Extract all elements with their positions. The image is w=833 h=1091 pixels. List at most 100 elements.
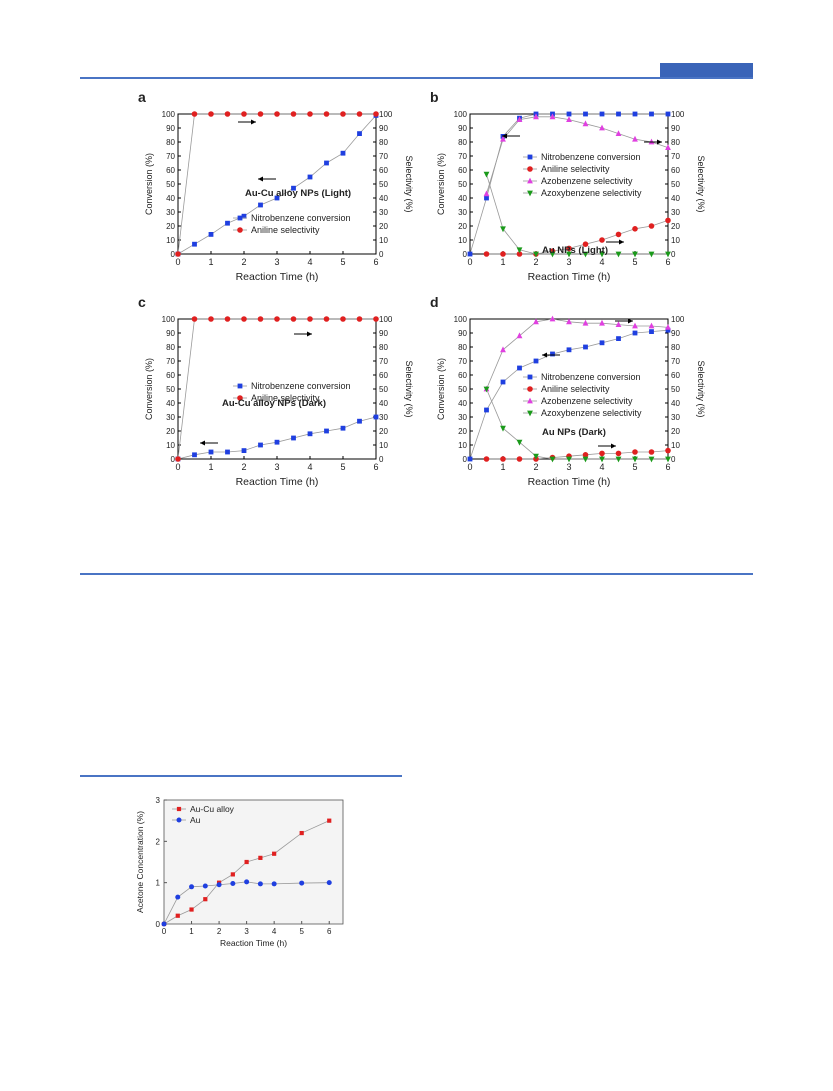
- data-point: [566, 251, 572, 258]
- data-point: [500, 135, 506, 142]
- data-point: [566, 347, 572, 353]
- data-point: [599, 124, 605, 131]
- y-tick-label: 0: [171, 250, 176, 259]
- y-tick-label: 40: [458, 399, 467, 408]
- y-tick-label-right: 10: [379, 441, 388, 450]
- data-point: [533, 251, 539, 258]
- y-tick-label: 30: [458, 413, 467, 422]
- x-tick-label: 1: [208, 257, 213, 267]
- data-point: [549, 251, 556, 258]
- y-tick-label: 40: [166, 399, 175, 408]
- y-tick-label-right: 80: [671, 343, 680, 352]
- y-tick-label-right: 70: [379, 357, 388, 366]
- data-point: [230, 872, 235, 877]
- data-point: [550, 351, 555, 357]
- legend-label: Azoxybenzene selectivity: [541, 188, 642, 198]
- data-point: [615, 251, 622, 258]
- x-tick-label: 2: [533, 462, 538, 472]
- y-tick-label: 40: [166, 194, 175, 203]
- y-tick-label-right: 70: [379, 152, 388, 161]
- data-point: [208, 449, 214, 455]
- data-point: [583, 111, 588, 117]
- x-tick-label: 2: [241, 462, 246, 472]
- data-point: [632, 449, 638, 455]
- y-tick-label-right: 10: [671, 236, 680, 245]
- data-point: [258, 202, 263, 208]
- data-point: [632, 111, 638, 117]
- data-point: [324, 428, 329, 434]
- data-point: [290, 316, 297, 322]
- y-tick-label: 80: [458, 343, 467, 352]
- data-point: [527, 386, 533, 392]
- data-point: [356, 111, 363, 117]
- y-tick-label: 20: [166, 427, 175, 436]
- data-point: [648, 251, 655, 258]
- data-point: [161, 921, 167, 927]
- x-tick-label: 3: [274, 462, 279, 472]
- data-point: [189, 884, 195, 890]
- data-point: [208, 111, 214, 117]
- data-point: [582, 456, 589, 463]
- data-point: [615, 231, 622, 238]
- data-point: [307, 174, 313, 180]
- data-point: [323, 316, 330, 322]
- direction-arrow-head: [542, 352, 547, 358]
- y-tick-label-right: 10: [671, 441, 680, 450]
- x-axis-label: Reaction Time (h): [528, 476, 611, 488]
- data-point: [648, 456, 655, 463]
- data-point: [549, 456, 556, 463]
- data-point: [257, 111, 264, 117]
- data-point: [500, 226, 506, 233]
- data-point: [632, 251, 638, 258]
- data-point: [175, 913, 180, 918]
- y-tick-label-right: 0: [379, 250, 384, 259]
- data-point: [175, 251, 181, 257]
- data-point: [615, 130, 622, 136]
- y-tick-label: 10: [458, 441, 467, 450]
- y-tick-label-right: 40: [379, 399, 388, 408]
- data-point: [357, 131, 362, 136]
- y-tick-label: 10: [166, 441, 175, 450]
- y-tick-label: 20: [458, 427, 467, 436]
- legend-label: Au-Cu alloy: [190, 804, 235, 814]
- data-point: [516, 332, 523, 339]
- y-axis-label: Conversion (%): [436, 153, 446, 215]
- y-tick-label-right: 90: [671, 329, 680, 338]
- data-point: [615, 450, 622, 457]
- data-point: [648, 449, 655, 455]
- y-tick-label: 70: [458, 152, 467, 161]
- data-point: [632, 330, 638, 336]
- data-point: [616, 111, 621, 117]
- data-point: [467, 456, 473, 462]
- y-tick-label: 50: [458, 385, 467, 394]
- data-point: [632, 226, 638, 232]
- data-point: [244, 879, 250, 885]
- data-point: [527, 154, 533, 160]
- data-point: [483, 386, 490, 393]
- data-point: [271, 881, 277, 887]
- y-tick-label-right: 100: [671, 110, 685, 119]
- data-point: [467, 251, 473, 257]
- y-axis-label: Conversion (%): [144, 153, 154, 215]
- y-axis-label-right: Selectivity (%): [696, 155, 706, 212]
- y-tick-label: 30: [166, 208, 175, 217]
- legend-label: Aniline selectivity: [251, 393, 320, 403]
- data-point: [527, 374, 533, 380]
- data-point: [307, 431, 313, 437]
- y-tick-label: 1: [156, 879, 161, 888]
- y-tick-label-right: 60: [671, 166, 680, 175]
- data-point: [241, 213, 247, 219]
- data-point: [272, 851, 277, 856]
- x-tick-label: 1: [208, 462, 213, 472]
- series-line: [486, 116, 669, 194]
- legend-label: Nitrobenzene conversion: [541, 152, 641, 162]
- y-tick-label: 100: [454, 110, 468, 119]
- data-point: [216, 882, 222, 888]
- data-point: [533, 453, 539, 460]
- y-tick-label-right: 10: [379, 236, 388, 245]
- data-point: [599, 237, 605, 243]
- data-point: [533, 358, 539, 364]
- data-point: [324, 160, 329, 166]
- acetone-chart: 0 1 2 3 4 5 6 0 1 2 3 Reaction Time (h) Acetone Conc…: [135, 796, 344, 948]
